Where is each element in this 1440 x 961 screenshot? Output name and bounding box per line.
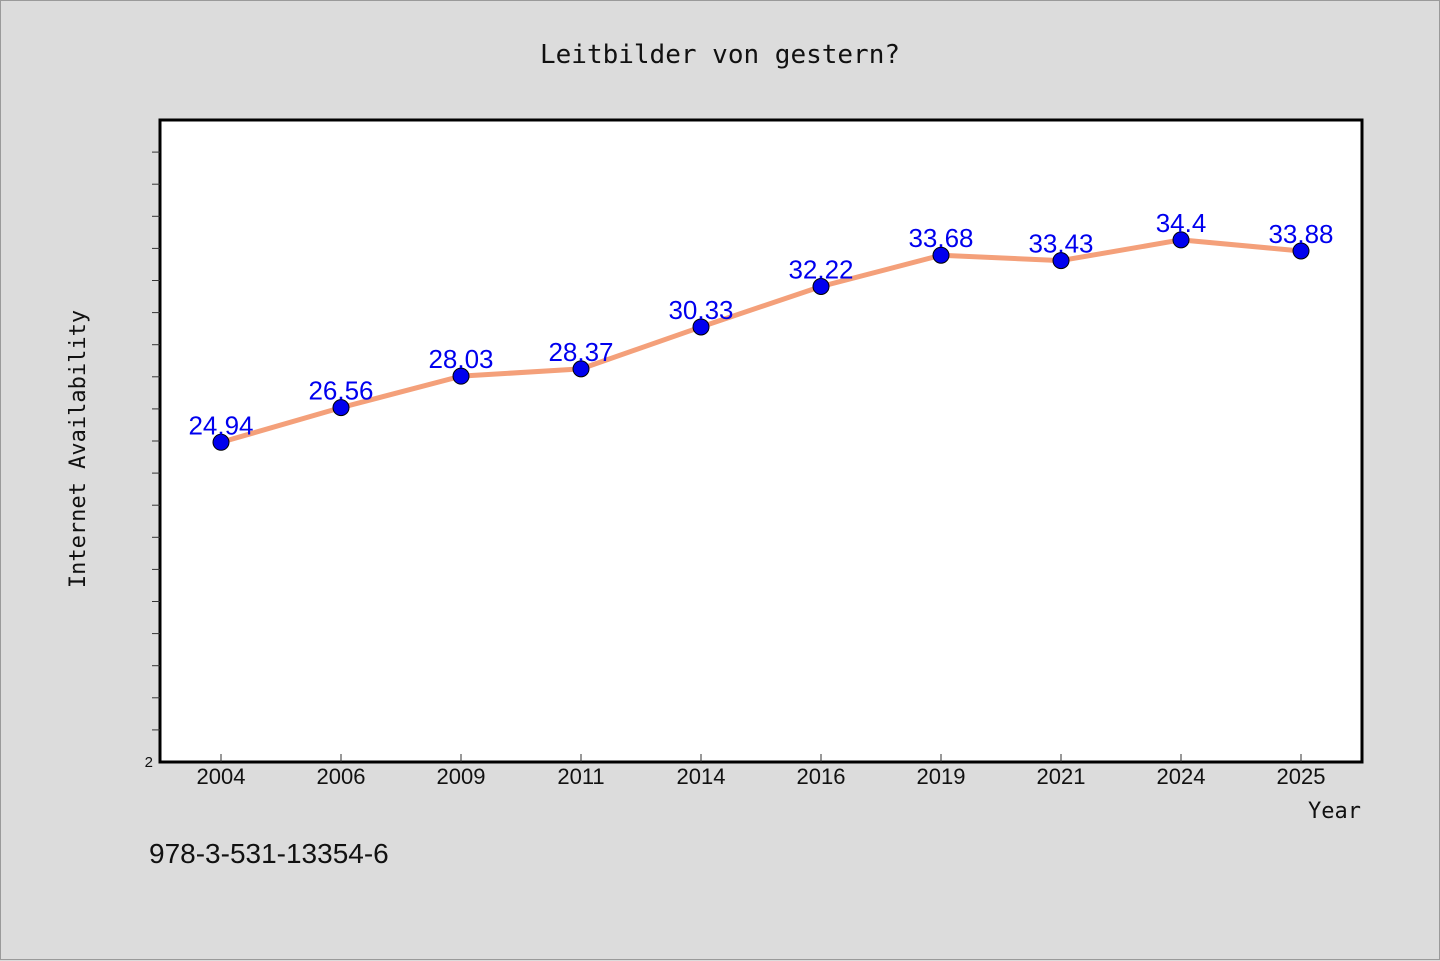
data-label: 33.88 (1268, 219, 1333, 249)
data-label: 33.43 (1028, 229, 1093, 259)
x-tick-label: 2011 (557, 764, 604, 789)
data-point (212, 433, 230, 451)
x-tick-label: 2025 (1277, 764, 1326, 789)
y-axis-ticks (152, 151, 160, 731)
data-label: 33.68 (908, 223, 973, 253)
data-label: 30.33 (668, 295, 733, 325)
footnote: 978-3-531-13354-6 (149, 838, 389, 869)
data-label: 32.22 (788, 254, 853, 284)
data-label: 28.37 (548, 337, 613, 367)
data-point (932, 246, 950, 264)
x-axis-label: Year (1308, 799, 1361, 824)
x-tick-label: 2016 (797, 764, 846, 789)
series-line (218, 237, 1304, 445)
x-tick-label: 2006 (317, 764, 366, 789)
data-label: 24.94 (188, 410, 253, 440)
chart-title: Leitbilder von gestern? (540, 40, 900, 70)
x-tick-label: 2009 (437, 764, 486, 789)
data-point (572, 360, 590, 378)
x-tick-label: 2024 (1157, 764, 1206, 789)
data-point (452, 367, 470, 385)
data-point (1052, 252, 1070, 270)
y-tick-label: 2 (145, 754, 153, 771)
data-point (1292, 242, 1310, 260)
y-axis-label: Internet Availability (66, 310, 91, 588)
x-tick-label: 2004 (197, 764, 246, 789)
data-point (692, 318, 710, 336)
series-layer: 24.94 26.56 28.03 28.37 30.33 32.22 33.68 33.43… (188, 208, 1334, 451)
data-point (1172, 231, 1190, 249)
data-point (332, 399, 350, 417)
x-tick-label: 2019 (917, 764, 966, 789)
data-label: 28.03 (428, 344, 493, 374)
data-label: 26.56 (308, 376, 373, 406)
x-tick-label: 2021 (1037, 764, 1086, 789)
x-tick-label: 2014 (677, 764, 726, 789)
data-label: 34.4 (1156, 208, 1207, 238)
x-axis: 2004 2006 2009 2011 2014 2016 2019 2021 2024 2025 (197, 754, 1326, 789)
data-point (812, 277, 830, 295)
plot-area (158, 118, 1364, 764)
